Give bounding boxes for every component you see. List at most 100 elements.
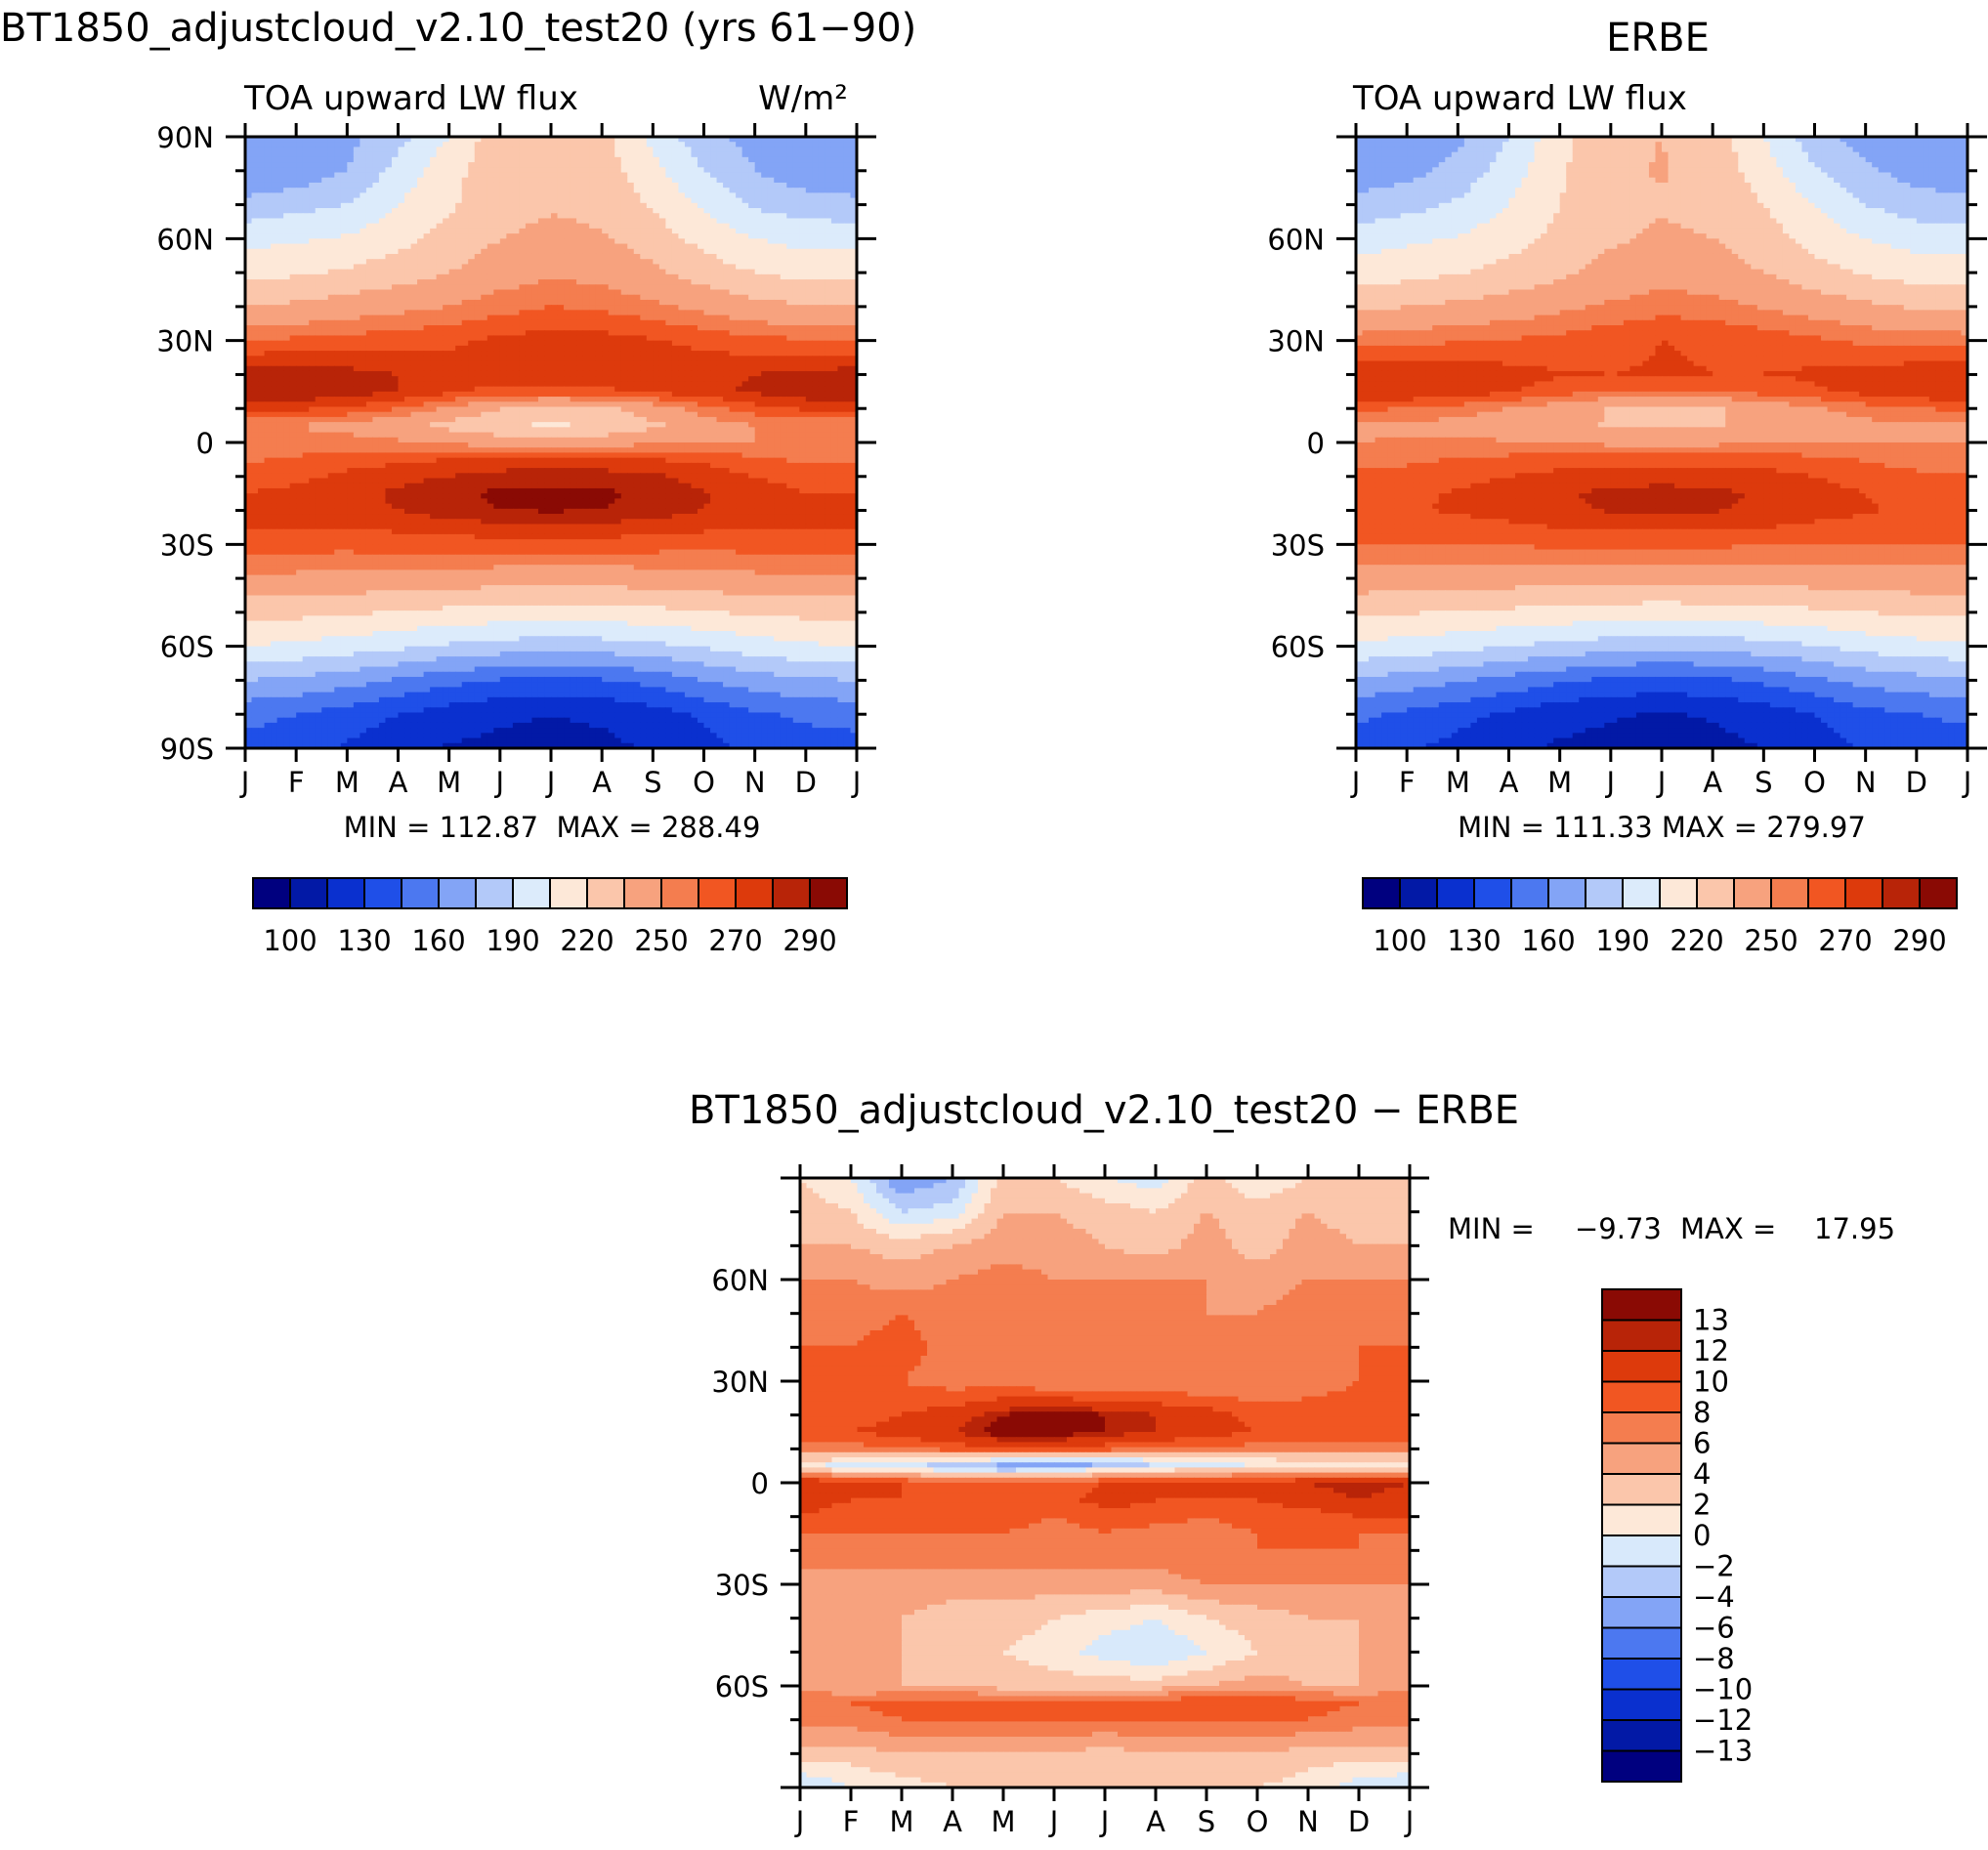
panel-model-cell xyxy=(831,147,838,152)
panel-model-cell xyxy=(793,147,800,152)
panel-model-cell xyxy=(825,162,831,168)
panel-model-cell xyxy=(506,142,513,147)
panel-model-cell xyxy=(366,198,373,204)
panel-model-cell xyxy=(538,142,545,147)
panel-model-cell xyxy=(806,178,813,184)
panel-model-cell xyxy=(723,178,730,184)
panel-model-cell xyxy=(424,152,431,158)
panel-model-cell xyxy=(321,198,328,204)
panel-model-cell xyxy=(640,198,647,204)
panel-model-cell xyxy=(793,183,800,189)
panel-model-cell xyxy=(768,178,775,184)
panel-model-cell xyxy=(698,198,704,204)
panel-model-cell xyxy=(392,183,399,189)
panel-model-cell xyxy=(825,142,831,147)
panel-model-cell xyxy=(399,142,405,147)
panel-model-cell xyxy=(424,198,431,204)
panel-model-cell xyxy=(538,162,545,168)
panel-model-cell xyxy=(519,198,526,204)
panel-model-cell xyxy=(596,147,603,152)
panel-model-cell xyxy=(768,147,775,152)
panel-model-cell xyxy=(831,178,838,184)
panel-model-cell xyxy=(704,162,711,168)
panel-model-cell xyxy=(691,183,698,189)
panel-model-cell xyxy=(755,152,762,158)
panel-model-cell xyxy=(576,188,583,193)
panel-model-cell xyxy=(430,157,437,163)
panel-model-cell xyxy=(544,152,551,158)
panel-model-cell xyxy=(551,142,558,147)
panel-model-cell xyxy=(819,147,825,152)
panel-model-cell xyxy=(424,162,431,168)
panel-model-cell xyxy=(659,152,666,158)
panel-model-cell xyxy=(819,152,825,158)
panel-model-cell xyxy=(837,188,844,193)
panel-model-cell xyxy=(481,173,487,179)
panel-model-cell xyxy=(844,152,851,158)
panel-model-cell xyxy=(283,178,290,184)
panel-model-cell xyxy=(571,173,577,179)
panel-model-subtitle: TOA upward LW flux xyxy=(243,79,578,118)
panel-model-cell xyxy=(538,167,545,173)
panel-model-cell xyxy=(392,152,399,158)
panel-model-cell xyxy=(609,152,615,158)
panel-model-cell xyxy=(761,178,768,184)
panel-model-cell xyxy=(659,157,666,163)
panel-model-cell xyxy=(558,173,565,179)
panel-model-cell xyxy=(385,192,392,198)
panel-model-cell xyxy=(379,192,386,198)
panel-model-cell xyxy=(455,192,462,198)
panel-model-cell xyxy=(583,157,590,163)
panel-model-cell xyxy=(774,142,781,147)
panel-model-cell xyxy=(564,142,571,147)
panel-model-cell xyxy=(691,162,698,168)
panel-model-cell xyxy=(596,152,603,158)
panel-model-cell xyxy=(321,157,328,163)
panel-model-cell xyxy=(621,173,628,179)
panel-model-cell xyxy=(316,173,322,179)
panel-model-cell xyxy=(665,152,672,158)
panel-model-cell xyxy=(653,142,659,147)
panel-model-cell xyxy=(647,178,654,184)
panel-model-cell xyxy=(596,192,603,198)
panel-model-cell xyxy=(589,198,596,204)
panel-model-cell xyxy=(583,167,590,173)
panel-model-cell xyxy=(475,198,482,204)
panel-model-cell xyxy=(385,178,392,184)
panel-model-cell xyxy=(806,152,813,158)
panel-model-cell xyxy=(589,183,596,189)
panel-model-cell xyxy=(372,173,379,179)
panel-model-cell xyxy=(455,157,462,163)
panel-model-cell xyxy=(290,142,297,147)
panel-model-cell xyxy=(634,192,641,198)
panel-model-cell xyxy=(493,167,500,173)
panel-model-cell xyxy=(755,157,762,163)
panel-model-cell xyxy=(296,198,303,204)
panel-model-cell xyxy=(812,183,819,189)
panel-model-cell xyxy=(258,157,265,163)
panel-model-cell xyxy=(736,147,742,152)
panel-model-cell xyxy=(602,188,609,193)
panel-model-cell xyxy=(576,147,583,152)
panel-model-cell xyxy=(634,198,641,204)
panel-model-cell xyxy=(844,142,851,147)
panel-model-cell xyxy=(506,192,513,198)
panel-model-cell xyxy=(449,178,456,184)
panel-model-cell xyxy=(653,192,659,198)
panel-model-cell xyxy=(609,173,615,179)
panel-model-cell xyxy=(812,192,819,198)
panel-model-cell xyxy=(519,152,526,158)
panel-model-cell xyxy=(609,147,615,152)
panel-model-cell xyxy=(519,173,526,179)
panel-model-cell xyxy=(487,198,494,204)
panel-model-cell xyxy=(609,162,615,168)
panel-model-cell xyxy=(602,183,609,189)
panel-model-cell xyxy=(455,198,462,204)
panel-model-cell xyxy=(806,162,813,168)
panel-model-cell xyxy=(252,147,259,152)
panel-model-cell xyxy=(806,167,813,173)
panel-model-cell xyxy=(717,188,724,193)
panel-model-cell xyxy=(430,167,437,173)
panel-model-cell xyxy=(634,142,641,147)
panel-model-cell xyxy=(341,157,348,163)
